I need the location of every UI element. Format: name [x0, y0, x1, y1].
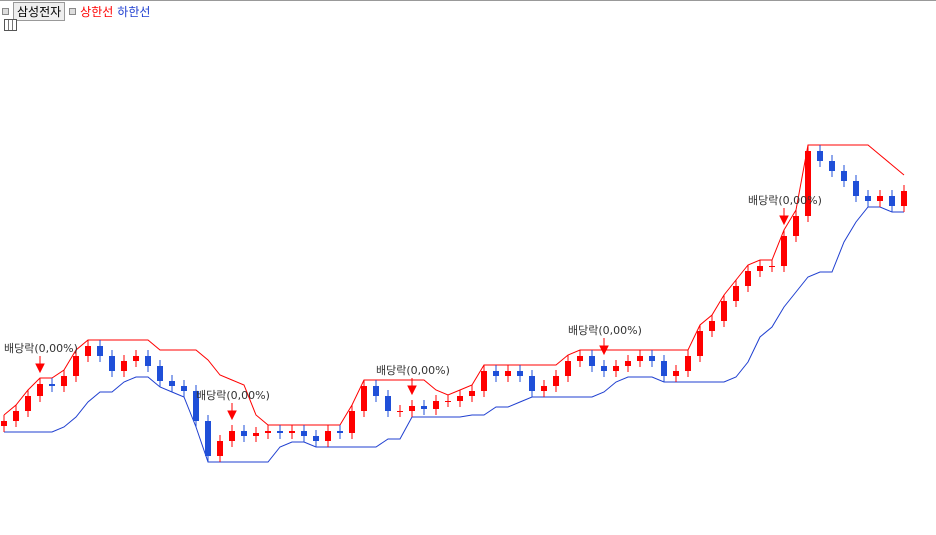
candle-body	[637, 356, 643, 361]
annotation: 배당락(0,00%)	[748, 194, 822, 207]
annotation: 배당락(0,00%)	[568, 324, 642, 337]
candle-body	[277, 431, 283, 433]
candle-body	[505, 371, 511, 376]
candle-body	[121, 361, 127, 371]
candle-body	[193, 391, 199, 421]
candle-body	[481, 371, 487, 391]
candle-body	[793, 216, 799, 236]
candle-body	[445, 401, 451, 402]
candle-body	[109, 356, 115, 371]
candle-body	[553, 376, 559, 386]
candle-body	[877, 196, 883, 201]
candle-body	[733, 286, 739, 301]
band-line	[3, 144, 905, 426]
candle-body	[769, 266, 775, 267]
candle-body	[457, 396, 463, 401]
candle-body	[373, 386, 379, 396]
candle-body	[1, 421, 7, 426]
candle-body	[265, 431, 271, 433]
candle-body	[589, 356, 595, 366]
candle-body	[721, 301, 727, 321]
dividend-arrow	[35, 356, 45, 374]
candle-body	[361, 386, 367, 411]
candle-body	[517, 371, 523, 376]
candle-body	[73, 356, 79, 376]
candle-body	[649, 356, 655, 361]
candle-body	[433, 401, 439, 409]
stock-button[interactable]: 삼성전자	[13, 2, 66, 21]
band-line	[4, 206, 904, 463]
candle-body	[217, 441, 223, 456]
candle-body	[829, 161, 835, 171]
candle-body	[181, 386, 187, 391]
candle-body	[661, 361, 667, 376]
candle-body	[169, 381, 175, 386]
candle-body	[853, 181, 859, 196]
candle-body	[397, 411, 403, 412]
candle-body	[37, 384, 43, 396]
candle-body	[601, 366, 607, 371]
table-icon[interactable]	[4, 19, 17, 31]
candle-body	[625, 361, 631, 366]
candle-body	[157, 366, 163, 381]
legend-entry: 상한선	[80, 5, 114, 19]
annotation: 배당락(0,00%)	[196, 389, 270, 402]
dividend-arrow	[407, 378, 417, 396]
annotation: 배당락(0,00%)	[376, 364, 450, 377]
candle-body	[901, 191, 907, 206]
candle-body	[673, 371, 679, 376]
candle-body	[841, 171, 847, 181]
candle-body	[613, 366, 619, 371]
candle-body	[61, 376, 67, 386]
candle-body	[577, 356, 583, 361]
candle-body	[229, 431, 235, 441]
candle-body	[709, 321, 715, 331]
candle-body	[805, 151, 811, 216]
candle-body	[49, 384, 55, 386]
candle-body	[205, 421, 211, 456]
candle-body	[781, 236, 787, 266]
candle-body	[565, 361, 571, 376]
candle-body	[97, 346, 103, 356]
candle-body	[25, 396, 31, 411]
annotation: 배당락(0,00%)	[4, 342, 78, 355]
candle-body	[85, 346, 91, 356]
candle-body	[493, 371, 499, 376]
header: 삼성전자 상한선 하한선	[2, 2, 150, 21]
candle-body	[817, 151, 823, 161]
candle-body	[337, 431, 343, 433]
candle-body	[313, 436, 319, 441]
candle-body	[757, 266, 763, 271]
dividend-arrow	[599, 338, 609, 356]
candle-body	[469, 391, 475, 396]
candle-body	[13, 411, 19, 421]
candle-body	[241, 431, 247, 436]
candle-body	[133, 356, 139, 361]
marker	[2, 8, 9, 15]
candle-body	[745, 271, 751, 286]
candle-body	[421, 406, 427, 409]
candle-body	[145, 356, 151, 366]
dividend-arrow	[779, 208, 789, 226]
candle-body	[685, 356, 691, 371]
dividend-arrow	[227, 403, 237, 421]
candle-body	[349, 411, 355, 433]
candle-body	[541, 386, 547, 391]
legend-entry: 하한선	[117, 5, 151, 19]
marker	[69, 8, 77, 15]
candle-body	[865, 196, 871, 201]
candle-body	[409, 406, 415, 411]
candle-body	[253, 433, 259, 436]
candle-body	[889, 196, 895, 206]
candle-body	[289, 431, 295, 433]
candle-body	[301, 431, 307, 436]
candle-body	[529, 376, 535, 391]
candle-body	[385, 396, 391, 411]
candle-body	[697, 331, 703, 356]
candle-body	[325, 431, 331, 441]
